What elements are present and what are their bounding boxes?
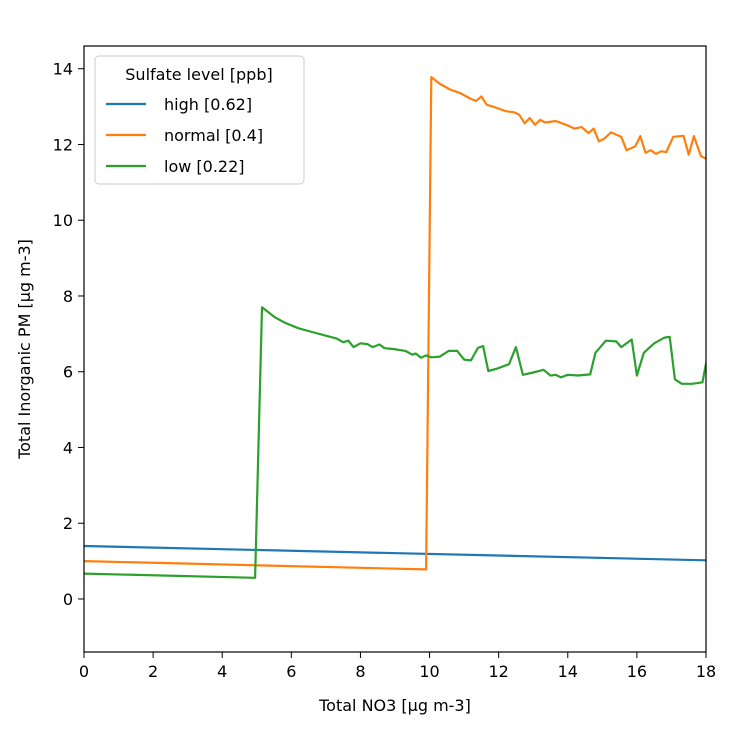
x-axis-title: Total NO3 [µg m-3] [318,696,471,715]
legend: Sulfate level [ppb] high [0.62] normal [… [94,55,305,185]
series-line-low [84,306,706,579]
x-tick-label: 0 [79,662,89,681]
series-group [84,75,706,579]
y-tick-label: 2 [63,514,73,533]
series-line-high [84,544,706,562]
plot-frame [83,45,707,653]
x-tick-label: 18 [696,662,716,681]
y-tick-label: 10 [53,211,73,230]
series-line-normal [84,75,706,571]
x-tick-label: 2 [148,662,158,681]
y-tick-label: 4 [63,438,73,457]
legend-label-high: high [0.62] [164,95,252,114]
x-tick-label: 8 [355,662,365,681]
x-axis: 0 2 4 6 8 10 12 14 16 18 [79,652,716,681]
x-tick-label: 6 [286,662,296,681]
y-tick-label: 8 [63,287,73,306]
y-axis: 0 2 4 6 8 10 12 14 [53,60,84,609]
x-tick-label: 4 [217,662,227,681]
y-tick-label: 6 [63,363,73,382]
legend-label-normal: normal [0.4] [164,126,263,145]
x-tick-label: 12 [488,662,508,681]
legend-title: Sulfate level [ppb] [125,65,272,84]
y-axis-title: Total Inorganic PM [µg m-3] [15,239,34,460]
y-tick-label: 12 [53,135,73,154]
x-tick-label: 10 [419,662,439,681]
y-tick-label: 14 [53,60,73,79]
legend-frame [94,55,305,185]
x-tick-label: 16 [627,662,647,681]
y-tick-label: 0 [63,590,73,609]
legend-label-low: low [0.22] [164,157,245,176]
x-tick-label: 14 [558,662,578,681]
